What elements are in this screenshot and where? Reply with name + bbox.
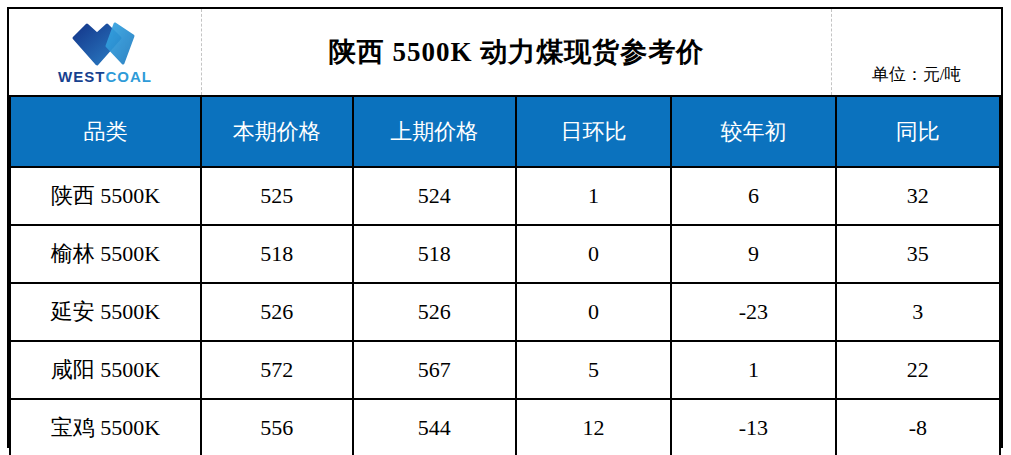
table-row: 榆林 5500K 518 518 0 9 35 (10, 225, 1000, 283)
table-header-row: 品类 本期价格 上期价格 日环比 较年初 同比 (10, 96, 1000, 167)
col-header-daily: 日环比 (516, 96, 671, 167)
cell-current: 572 (201, 341, 352, 399)
brand-area: WESTCOAL (9, 9, 202, 95)
brand-word-coal: COAL (105, 68, 152, 85)
col-header-current: 本期价格 (201, 96, 352, 167)
col-header-category: 品类 (10, 96, 201, 167)
title-area: 陕西 5500K 动力煤现货参考价 (202, 9, 831, 95)
cell-current: 556 (201, 399, 352, 455)
cell-daily: 0 (516, 225, 671, 283)
westcoal-logo-icon (70, 21, 140, 67)
cell-category: 延安 5500K (10, 283, 201, 341)
cell-current: 525 (201, 167, 352, 225)
cell-category: 咸阳 5500K (10, 341, 201, 399)
cell-previous: 544 (353, 399, 516, 455)
cell-previous: 518 (353, 225, 516, 283)
cell-daily: 12 (516, 399, 671, 455)
cell-daily: 1 (516, 167, 671, 225)
cell-category: 榆林 5500K (10, 225, 201, 283)
col-header-yoy: 同比 (836, 96, 1000, 167)
cell-daily: 0 (516, 283, 671, 341)
cell-current: 526 (201, 283, 352, 341)
cell-current: 518 (201, 225, 352, 283)
cell-previous: 524 (353, 167, 516, 225)
page-title: 陕西 5500K 动力煤现货参考价 (329, 34, 705, 70)
cell-category: 陕西 5500K (10, 167, 201, 225)
cell-previous: 567 (353, 341, 516, 399)
page-frame: WESTCOAL 陕西 5500K 动力煤现货参考价 单位：元/吨 品类 本期价… (7, 7, 1003, 448)
cell-ytd: -23 (671, 283, 835, 341)
cell-yoy: 3 (836, 283, 1000, 341)
cell-previous: 526 (353, 283, 516, 341)
table-row: 咸阳 5500K 572 567 5 1 22 (10, 341, 1000, 399)
col-header-previous: 上期价格 (353, 96, 516, 167)
cell-ytd: 9 (671, 225, 835, 283)
cell-yoy: 32 (836, 167, 1000, 225)
cell-ytd: -13 (671, 399, 835, 455)
cell-ytd: 1 (671, 341, 835, 399)
price-table: 品类 本期价格 上期价格 日环比 较年初 同比 陕西 5500K 525 524… (9, 95, 1001, 455)
cell-ytd: 6 (671, 167, 835, 225)
table-row: 宝鸡 5500K 556 544 12 -13 -8 (10, 399, 1000, 455)
brand-wordmark: WESTCOAL (58, 69, 152, 84)
cell-yoy: -8 (836, 399, 1000, 455)
cell-category: 宝鸡 5500K (10, 399, 201, 455)
cell-yoy: 35 (836, 225, 1000, 283)
col-header-ytd: 较年初 (671, 96, 835, 167)
cell-daily: 5 (516, 341, 671, 399)
unit-label: 单位：元/吨 (872, 63, 962, 86)
table-row: 陕西 5500K 525 524 1 6 32 (10, 167, 1000, 225)
report-page: WESTCOAL 陕西 5500K 动力煤现货参考价 单位：元/吨 品类 本期价… (0, 0, 1011, 455)
brand-word-west: WEST (58, 68, 105, 85)
cell-yoy: 22 (836, 341, 1000, 399)
table-row: 延安 5500K 526 526 0 -23 3 (10, 283, 1000, 341)
unit-area: 单位：元/吨 (831, 9, 1001, 95)
page-header: WESTCOAL 陕西 5500K 动力煤现货参考价 单位：元/吨 (9, 9, 1001, 95)
